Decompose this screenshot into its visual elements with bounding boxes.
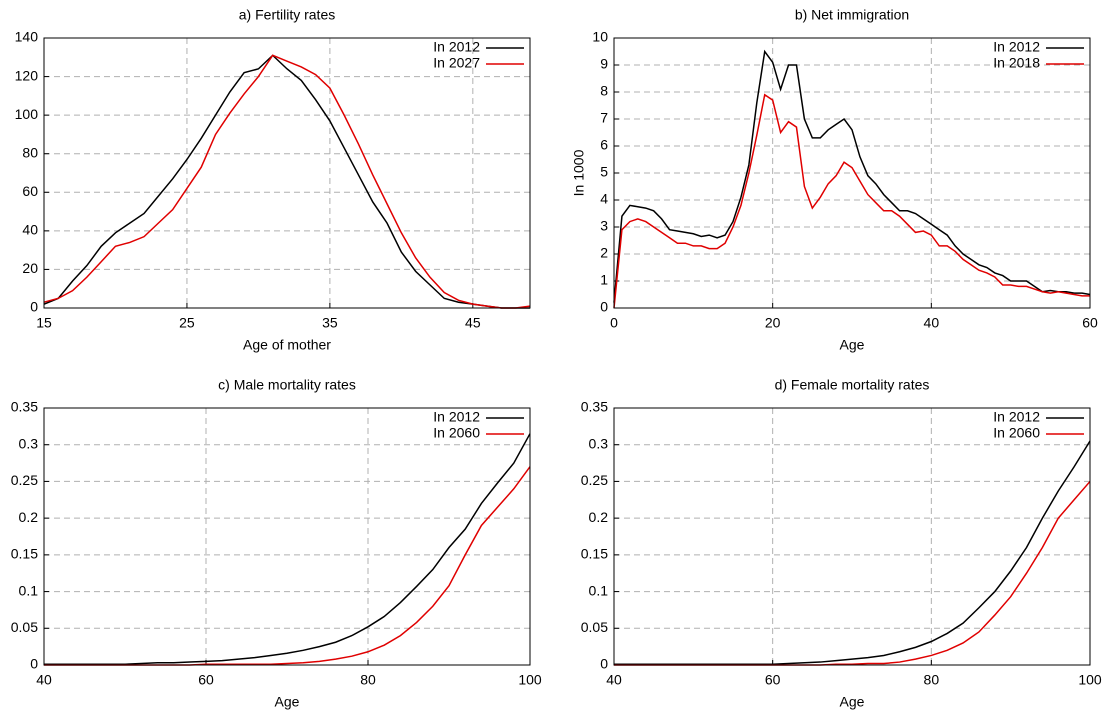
y-tick-label: 0.25: [581, 472, 608, 488]
y-tick-label: 0: [30, 656, 38, 672]
legend-label: In 2018: [993, 55, 1040, 71]
legend-label: In 2012: [993, 39, 1040, 55]
y-tick-label: 0.1: [589, 582, 609, 598]
chart-title: d) Female mortality rates: [775, 377, 930, 393]
y-tick-label: 140: [15, 29, 39, 45]
y-tick-label: 3: [600, 218, 608, 234]
y-tick-label: 0: [30, 299, 38, 315]
y-tick-label: 2: [600, 245, 608, 261]
x-tick-label: 35: [322, 315, 338, 331]
y-tick-label: 0.05: [11, 619, 38, 635]
y-tick-label: 0.15: [581, 546, 608, 562]
series-line: [43, 54, 531, 309]
series-line: [613, 49, 1091, 303]
y-tick-label: 120: [15, 67, 39, 83]
x-axis-label: Age: [840, 694, 865, 710]
series-line: [44, 433, 531, 666]
y-tick-label: 9: [600, 56, 608, 72]
y-tick-label: 4: [600, 191, 608, 207]
x-tick-label: 40: [36, 672, 52, 688]
x-axis-label: Age of mother: [243, 337, 331, 353]
chart-title: b) Net immigration: [795, 7, 909, 23]
legend-label: In 2060: [993, 425, 1040, 441]
legend-label: In 2012: [993, 409, 1040, 425]
y-tick-label: 0.1: [19, 582, 39, 598]
x-tick-label: 100: [518, 672, 542, 688]
y-tick-label: 0: [600, 299, 608, 315]
x-tick-label: 0: [610, 315, 618, 331]
x-tick-label: 20: [765, 315, 781, 331]
series-line: [613, 93, 1090, 309]
y-tick-label: 0: [600, 656, 608, 672]
y-tick-label: 100: [15, 106, 39, 122]
x-tick-label: 40: [924, 315, 940, 331]
y-tick-label: 40: [22, 222, 38, 238]
y-tick-label: 0.25: [11, 472, 38, 488]
y-tick-label: 20: [22, 260, 38, 276]
y-tick-label: 7: [600, 110, 608, 126]
plot-frame: [613, 37, 1091, 309]
legend-label: In 2027: [433, 55, 480, 71]
y-tick-label: 0.3: [589, 435, 609, 451]
series-line: [44, 466, 531, 666]
y-tick-label: 0.35: [11, 399, 38, 415]
y-tick-label: 60: [22, 183, 38, 199]
x-tick-label: 100: [1078, 672, 1102, 688]
x-tick-label: 80: [924, 672, 940, 688]
y-tick-label: 6: [600, 137, 608, 153]
chart-title: a) Fertility rates: [239, 7, 335, 23]
series-line: [614, 440, 1091, 666]
series-line: [43, 54, 530, 309]
y-tick-label: 0.2: [19, 509, 39, 525]
y-axis-label: In 1000: [571, 149, 587, 196]
plot-frame: [43, 37, 531, 309]
x-tick-label: 40: [606, 672, 622, 688]
x-axis-label: Age: [275, 694, 300, 710]
x-tick-label: 60: [765, 672, 781, 688]
x-tick-label: 15: [36, 315, 52, 331]
y-tick-label: 5: [600, 164, 608, 180]
y-tick-label: 1: [600, 272, 608, 288]
y-tick-label: 0.2: [589, 509, 609, 525]
x-tick-label: 25: [179, 315, 195, 331]
y-tick-label: 0.05: [581, 619, 608, 635]
y-tick-label: 0.3: [19, 435, 39, 451]
x-tick-label: 60: [1082, 315, 1098, 331]
chart-title: c) Male mortality rates: [218, 377, 356, 393]
plot-frame: [43, 407, 531, 666]
x-tick-label: 80: [360, 672, 376, 688]
y-tick-label: 80: [22, 144, 38, 160]
x-tick-label: 60: [198, 672, 214, 688]
y-tick-label: 10: [592, 29, 608, 45]
x-axis-label: Age: [840, 337, 865, 353]
y-tick-label: 8: [600, 83, 608, 99]
y-tick-label: 0.15: [11, 546, 38, 562]
y-tick-label: 0.35: [581, 399, 608, 415]
legend-label: In 2012: [433, 39, 480, 55]
x-tick-label: 45: [465, 315, 481, 331]
plot-frame: [613, 407, 1091, 666]
legend-label: In 2012: [433, 409, 480, 425]
legend-label: In 2060: [433, 425, 480, 441]
series-line: [614, 480, 1091, 666]
